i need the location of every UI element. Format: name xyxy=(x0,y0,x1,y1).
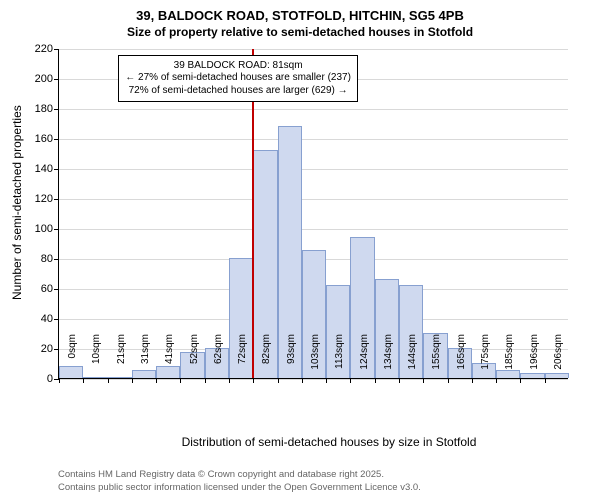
xtick-mark xyxy=(278,378,279,383)
gridline-h xyxy=(59,169,568,170)
xtick-mark xyxy=(545,378,546,383)
gridline-h xyxy=(59,49,568,50)
xtick-mark xyxy=(83,378,84,383)
xtick-label: 124sqm xyxy=(359,334,370,384)
annotation-box: 39 BALDOCK ROAD: 81sqm← 27% of semi-deta… xyxy=(118,55,358,103)
chart-subtitle: Size of property relative to semi-detach… xyxy=(0,25,600,43)
gridline-h xyxy=(59,139,568,140)
chart-area: 0204060801001201401601802002200sqm10sqm2… xyxy=(58,49,600,449)
xtick-mark xyxy=(156,378,157,383)
gridline-h xyxy=(59,199,568,200)
ytick-label: 40 xyxy=(41,313,59,325)
xtick-mark xyxy=(472,378,473,383)
ytick-label: 200 xyxy=(35,73,59,85)
ytick-label: 120 xyxy=(35,193,59,205)
xtick-label: 165sqm xyxy=(456,334,467,384)
xtick-mark xyxy=(302,378,303,383)
xtick-mark xyxy=(350,378,351,383)
xtick-mark xyxy=(59,378,60,383)
xtick-mark xyxy=(132,378,133,383)
xtick-label: 113sqm xyxy=(334,334,345,384)
annotation-line: ← 27% of semi-detached houses are smalle… xyxy=(125,72,351,85)
ytick-label: 140 xyxy=(35,163,59,175)
xtick-label: 93sqm xyxy=(286,334,297,384)
xtick-mark xyxy=(253,378,254,383)
ytick-label: 0 xyxy=(47,373,59,385)
ytick-label: 20 xyxy=(41,343,59,355)
xtick-mark xyxy=(229,378,230,383)
gridline-h xyxy=(59,229,568,230)
xtick-label: 52sqm xyxy=(189,334,200,384)
ytick-label: 160 xyxy=(35,133,59,145)
xtick-mark xyxy=(399,378,400,383)
xtick-label: 82sqm xyxy=(261,334,272,384)
xtick-mark xyxy=(520,378,521,383)
ytick-label: 180 xyxy=(35,103,59,115)
xtick-label: 134sqm xyxy=(383,334,394,384)
xtick-label: 21sqm xyxy=(116,334,127,384)
xtick-label: 196sqm xyxy=(529,334,540,384)
footer-line-1: Contains HM Land Registry data © Crown c… xyxy=(58,469,421,481)
chart-title: 39, BALDOCK ROAD, STOTFOLD, HITCHIN, SG5… xyxy=(0,0,600,25)
ytick-label: 220 xyxy=(35,43,59,55)
footer-line-2: Contains public sector information licen… xyxy=(58,482,421,494)
x-axis-label: Distribution of semi-detached houses by … xyxy=(58,435,600,449)
xtick-label: 144sqm xyxy=(407,334,418,384)
xtick-mark xyxy=(375,378,376,383)
xtick-label: 0sqm xyxy=(67,334,78,384)
xtick-mark xyxy=(423,378,424,383)
y-axis-label: Number of semi-detached properties xyxy=(10,105,24,300)
xtick-label: 10sqm xyxy=(91,334,102,384)
xtick-mark xyxy=(180,378,181,383)
xtick-label: 206sqm xyxy=(553,334,564,384)
xtick-label: 103sqm xyxy=(310,334,321,384)
xtick-label: 41sqm xyxy=(164,334,175,384)
gridline-h xyxy=(59,109,568,110)
xtick-label: 155sqm xyxy=(431,334,442,384)
ytick-label: 100 xyxy=(35,223,59,235)
ytick-label: 80 xyxy=(41,253,59,265)
xtick-label: 175sqm xyxy=(480,334,491,384)
annotation-line: 72% of semi-detached houses are larger (… xyxy=(125,85,351,98)
xtick-label: 185sqm xyxy=(504,334,515,384)
xtick-mark xyxy=(326,378,327,383)
plot-area: 0204060801001201401601802002200sqm10sqm2… xyxy=(58,49,568,379)
xtick-mark xyxy=(496,378,497,383)
annotation-line: 39 BALDOCK ROAD: 81sqm xyxy=(125,60,351,73)
ytick-label: 60 xyxy=(41,283,59,295)
xtick-mark xyxy=(108,378,109,383)
xtick-mark xyxy=(448,378,449,383)
xtick-mark xyxy=(205,378,206,383)
attribution-footer: Contains HM Land Registry data © Crown c… xyxy=(58,469,421,494)
xtick-label: 62sqm xyxy=(213,334,224,384)
xtick-label: 72sqm xyxy=(237,334,248,384)
xtick-label: 31sqm xyxy=(140,334,151,384)
